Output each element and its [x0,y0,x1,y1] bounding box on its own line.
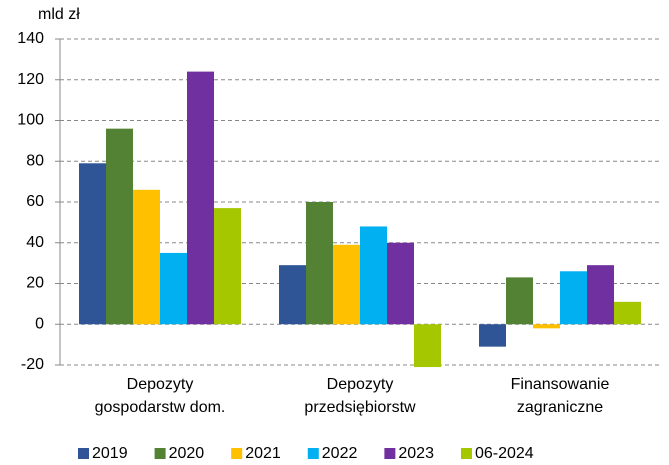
bar [333,244,360,325]
x-tick-label: Depozyty [327,376,394,393]
y-tick-label: 40 [26,234,44,251]
legend-swatch [231,448,243,459]
x-tick-label: Finansowanie [511,376,610,393]
legend-swatch [460,448,472,459]
bar [133,189,160,325]
y-tick-label: 0 [35,315,44,332]
legend-label: 2021 [245,445,281,462]
y-tick-label: 60 [26,193,44,210]
bar [387,242,414,325]
bar [506,277,533,325]
x-tick-label: przedsiębiorstw [304,399,416,416]
legend-label: 2019 [92,445,128,462]
x-tick-label: zagraniczne [517,399,603,416]
legend-label: 06-2024 [475,445,534,462]
bar [533,324,560,329]
bar [214,208,241,325]
bar [187,71,214,325]
bar [614,301,641,325]
y-tick-label: 120 [17,71,44,88]
legend-label: 2023 [398,445,434,462]
y-tick-label: 140 [17,30,44,47]
x-tick-label: gospodarstw dom. [95,399,226,416]
x-tick-label: Depozyty [127,376,194,393]
y-tick-label: 80 [26,152,44,169]
bar [414,324,441,368]
legend-label: 2020 [169,445,205,462]
bar [360,226,387,325]
bar [79,163,106,325]
legend-swatch [384,448,396,459]
bar [160,252,187,325]
bar [279,265,306,325]
bar [587,265,614,325]
y-tick-label: 20 [26,275,44,292]
legend-swatch [307,448,319,459]
y-tick-label: -20 [21,356,44,373]
bar [560,271,587,325]
bar [306,202,333,325]
legend-swatch [154,448,166,459]
y-axis-label: mld zł [38,6,80,23]
legend-label: 2022 [322,445,358,462]
bar [479,324,506,347]
y-tick-label: 100 [17,112,44,129]
bar [106,128,133,325]
legend-swatch [78,448,89,459]
